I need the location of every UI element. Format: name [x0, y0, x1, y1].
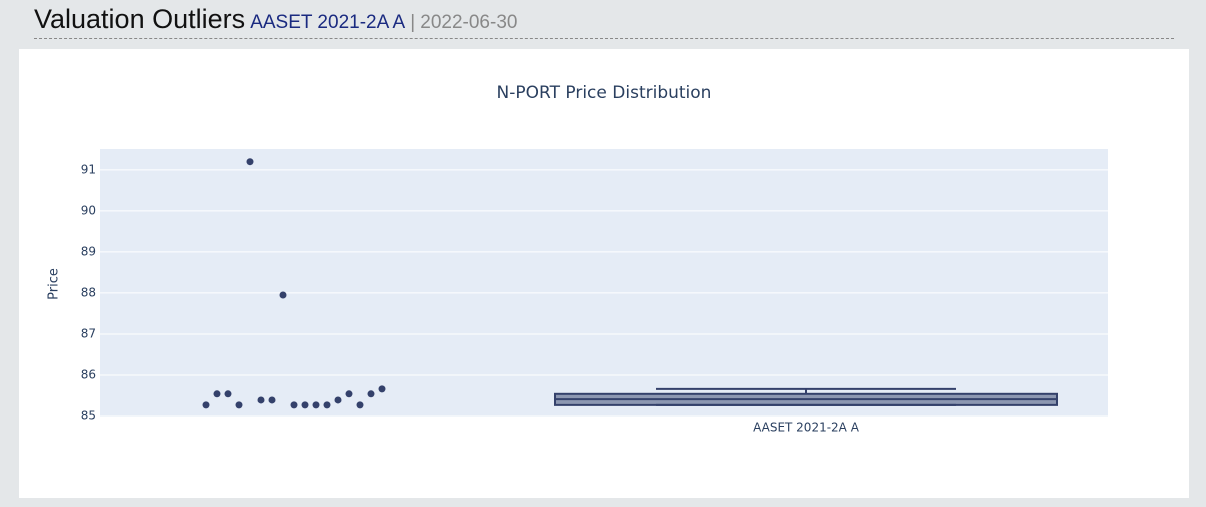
data-point — [356, 401, 364, 409]
data-point — [301, 401, 309, 409]
security-name: AASET 2021-2A A — [250, 12, 406, 33]
report-date: 2022-06-30 — [420, 12, 518, 33]
y-tick-label: 86 — [81, 367, 96, 381]
header: Valuation Outliers AASET 2021-2A A | 202… — [34, 4, 1174, 39]
data-point — [202, 401, 210, 409]
data-point — [367, 390, 375, 398]
data-point — [290, 401, 298, 409]
data-point — [378, 385, 386, 393]
page-title: Valuation Outliers — [34, 4, 246, 34]
data-point — [312, 401, 320, 409]
chart-card: N-PORT Price Distribution Price 85 86 87 88… — [19, 49, 1189, 498]
data-point — [345, 390, 353, 398]
data-point — [224, 390, 232, 398]
data-point — [323, 401, 331, 409]
y-tick-label: 90 — [81, 203, 96, 217]
data-point — [246, 158, 254, 166]
data-point — [235, 401, 243, 409]
y-tick-label: 87 — [81, 326, 96, 340]
chart-title: N-PORT Price Distribution — [497, 83, 712, 103]
chart: N-PORT Price Distribution Price 85 86 87 88… — [47, 83, 1108, 435]
plot-area — [100, 149, 1108, 418]
data-point — [257, 396, 265, 404]
y-tick-label: 91 — [81, 162, 96, 176]
x-tick-label: AASET 2021-2A A — [753, 421, 860, 435]
y-tick-label: 88 — [81, 285, 96, 299]
y-tick-label: 85 — [81, 408, 96, 422]
data-point — [279, 291, 287, 299]
y-tick-label: 89 — [81, 244, 96, 258]
data-point — [334, 396, 342, 404]
y-axis-label: Price — [47, 268, 62, 300]
data-point — [268, 396, 276, 404]
separator: | — [410, 12, 416, 33]
data-point — [213, 390, 221, 398]
